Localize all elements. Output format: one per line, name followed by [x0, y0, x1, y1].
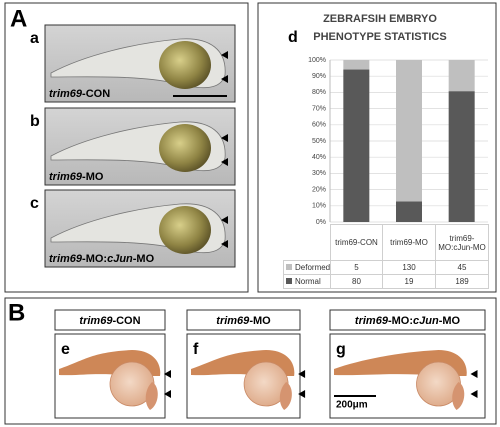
head: [145, 382, 158, 410]
arrowhead: [221, 158, 228, 166]
bar-segment: [448, 91, 475, 223]
legend-cell: Deformed: [283, 260, 331, 275]
panel-d-frame: [257, 2, 497, 293]
panel-letter: f: [193, 341, 199, 358]
head: [452, 382, 465, 410]
caption-part: -MO: [133, 253, 155, 265]
yolk: [159, 124, 211, 172]
caption-part: -MO: [82, 171, 104, 183]
panel-letter: c: [30, 195, 39, 212]
category-cell: trim69-CON: [330, 224, 383, 261]
category-cell: trim69-MO: [382, 224, 436, 261]
panel-label: A: [10, 5, 27, 32]
header-row: trim69-CON trim69-MO trim69-MO:cJun-MO: [284, 224, 489, 261]
header-box: [54, 309, 166, 331]
legend-swatch: [286, 278, 292, 284]
arrowhead: [164, 370, 171, 378]
panel-label: B: [8, 299, 25, 326]
bar-segment: [343, 60, 370, 70]
legend-label: Deformed: [295, 263, 331, 272]
value-cell: 5: [330, 260, 383, 275]
panel-letter: a: [30, 30, 39, 47]
bar-segment: [396, 201, 422, 222]
caption: trim69-MO:cJun-MO: [355, 315, 461, 327]
caption-part: trim69: [355, 315, 389, 327]
value-cell: 80: [330, 274, 383, 289]
panel-letter: b: [30, 113, 40, 130]
caption-part: trim69: [49, 253, 83, 265]
panel-letter: e: [61, 341, 70, 358]
category-cell: trim69-MO:cJun-MO: [435, 224, 489, 261]
caption-part: cJun: [413, 315, 439, 327]
yolk: [159, 41, 211, 89]
caption-part: -CON: [82, 88, 110, 100]
arrowhead: [221, 51, 228, 59]
arrowhead: [164, 390, 171, 398]
yolk: [159, 206, 211, 254]
data-row: Deformed 5 130 45: [283, 260, 489, 275]
caption-part: -MO: [249, 315, 271, 327]
y-tick-label: 50%: [312, 138, 326, 145]
arrowhead: [298, 390, 306, 398]
caption-part: -CON: [112, 315, 140, 327]
arrowhead: [470, 370, 478, 378]
caption: trim69-MO: [49, 171, 104, 183]
value-cell: 130: [382, 260, 436, 275]
arrowhead: [221, 240, 228, 248]
bar-segment: [343, 69, 370, 222]
chart-title: PHENOTYPE STATISTICS: [313, 31, 446, 43]
arrowhead: [221, 216, 228, 224]
caption-part: cJun: [107, 253, 133, 265]
y-tick-label: 30%: [312, 170, 326, 177]
arrowhead: [221, 75, 228, 83]
y-tick-label: 80%: [312, 89, 326, 96]
legend-swatch: [286, 264, 292, 270]
panel-a-frame: [4, 2, 249, 293]
scale-bar-label: 200μm: [336, 400, 368, 411]
caption-part: trim69: [49, 88, 83, 100]
caption-part: -MO:: [388, 315, 413, 327]
bar-segment: [396, 60, 422, 202]
y-tick-label: 60%: [312, 122, 326, 129]
y-tick-label: 0%: [316, 219, 326, 226]
y-tick-label: 20%: [312, 186, 326, 193]
y-tick-label: 40%: [312, 154, 326, 161]
y-tick-label: 10%: [312, 203, 326, 210]
header-box: [186, 309, 301, 331]
value-cell: 45: [435, 260, 489, 275]
panel-letter: d: [288, 29, 298, 46]
caption: trim69-CON: [49, 88, 110, 100]
caption-part: trim69: [49, 171, 83, 183]
caption-part: -MO:: [82, 253, 107, 265]
caption-part: trim69: [216, 315, 250, 327]
panel-letter: g: [336, 341, 346, 358]
panel-b-frame: [4, 297, 497, 425]
caption-part: -MO: [439, 315, 461, 327]
value-cell: 189: [435, 274, 489, 289]
legend-label: Normal: [295, 277, 321, 286]
caption-part: trim69: [79, 315, 113, 327]
arrowhead: [298, 370, 306, 378]
caption: trim69-MO:cJun-MO: [49, 253, 155, 265]
chart-title: ZEBRAFSIH EMBRYO: [323, 13, 437, 25]
arrowhead: [470, 390, 478, 398]
data-row: Normal 80 19 189: [283, 274, 489, 289]
y-tick-label: 70%: [312, 105, 326, 112]
head: [279, 382, 292, 410]
data-table: trim69-CON trim69-MO trim69-MO:cJun-MO Defo…: [283, 224, 489, 289]
caption: trim69-CON: [79, 315, 140, 327]
blank-cell: [284, 225, 331, 261]
bar-segment: [448, 60, 475, 92]
header-box: [329, 309, 486, 331]
arrowhead: [221, 134, 228, 142]
y-tick-label: 100%: [308, 57, 326, 64]
caption: trim69-MO: [216, 315, 271, 327]
value-cell: 19: [382, 274, 436, 289]
legend-cell: Normal: [283, 274, 331, 289]
y-tick-label: 90%: [312, 73, 326, 80]
